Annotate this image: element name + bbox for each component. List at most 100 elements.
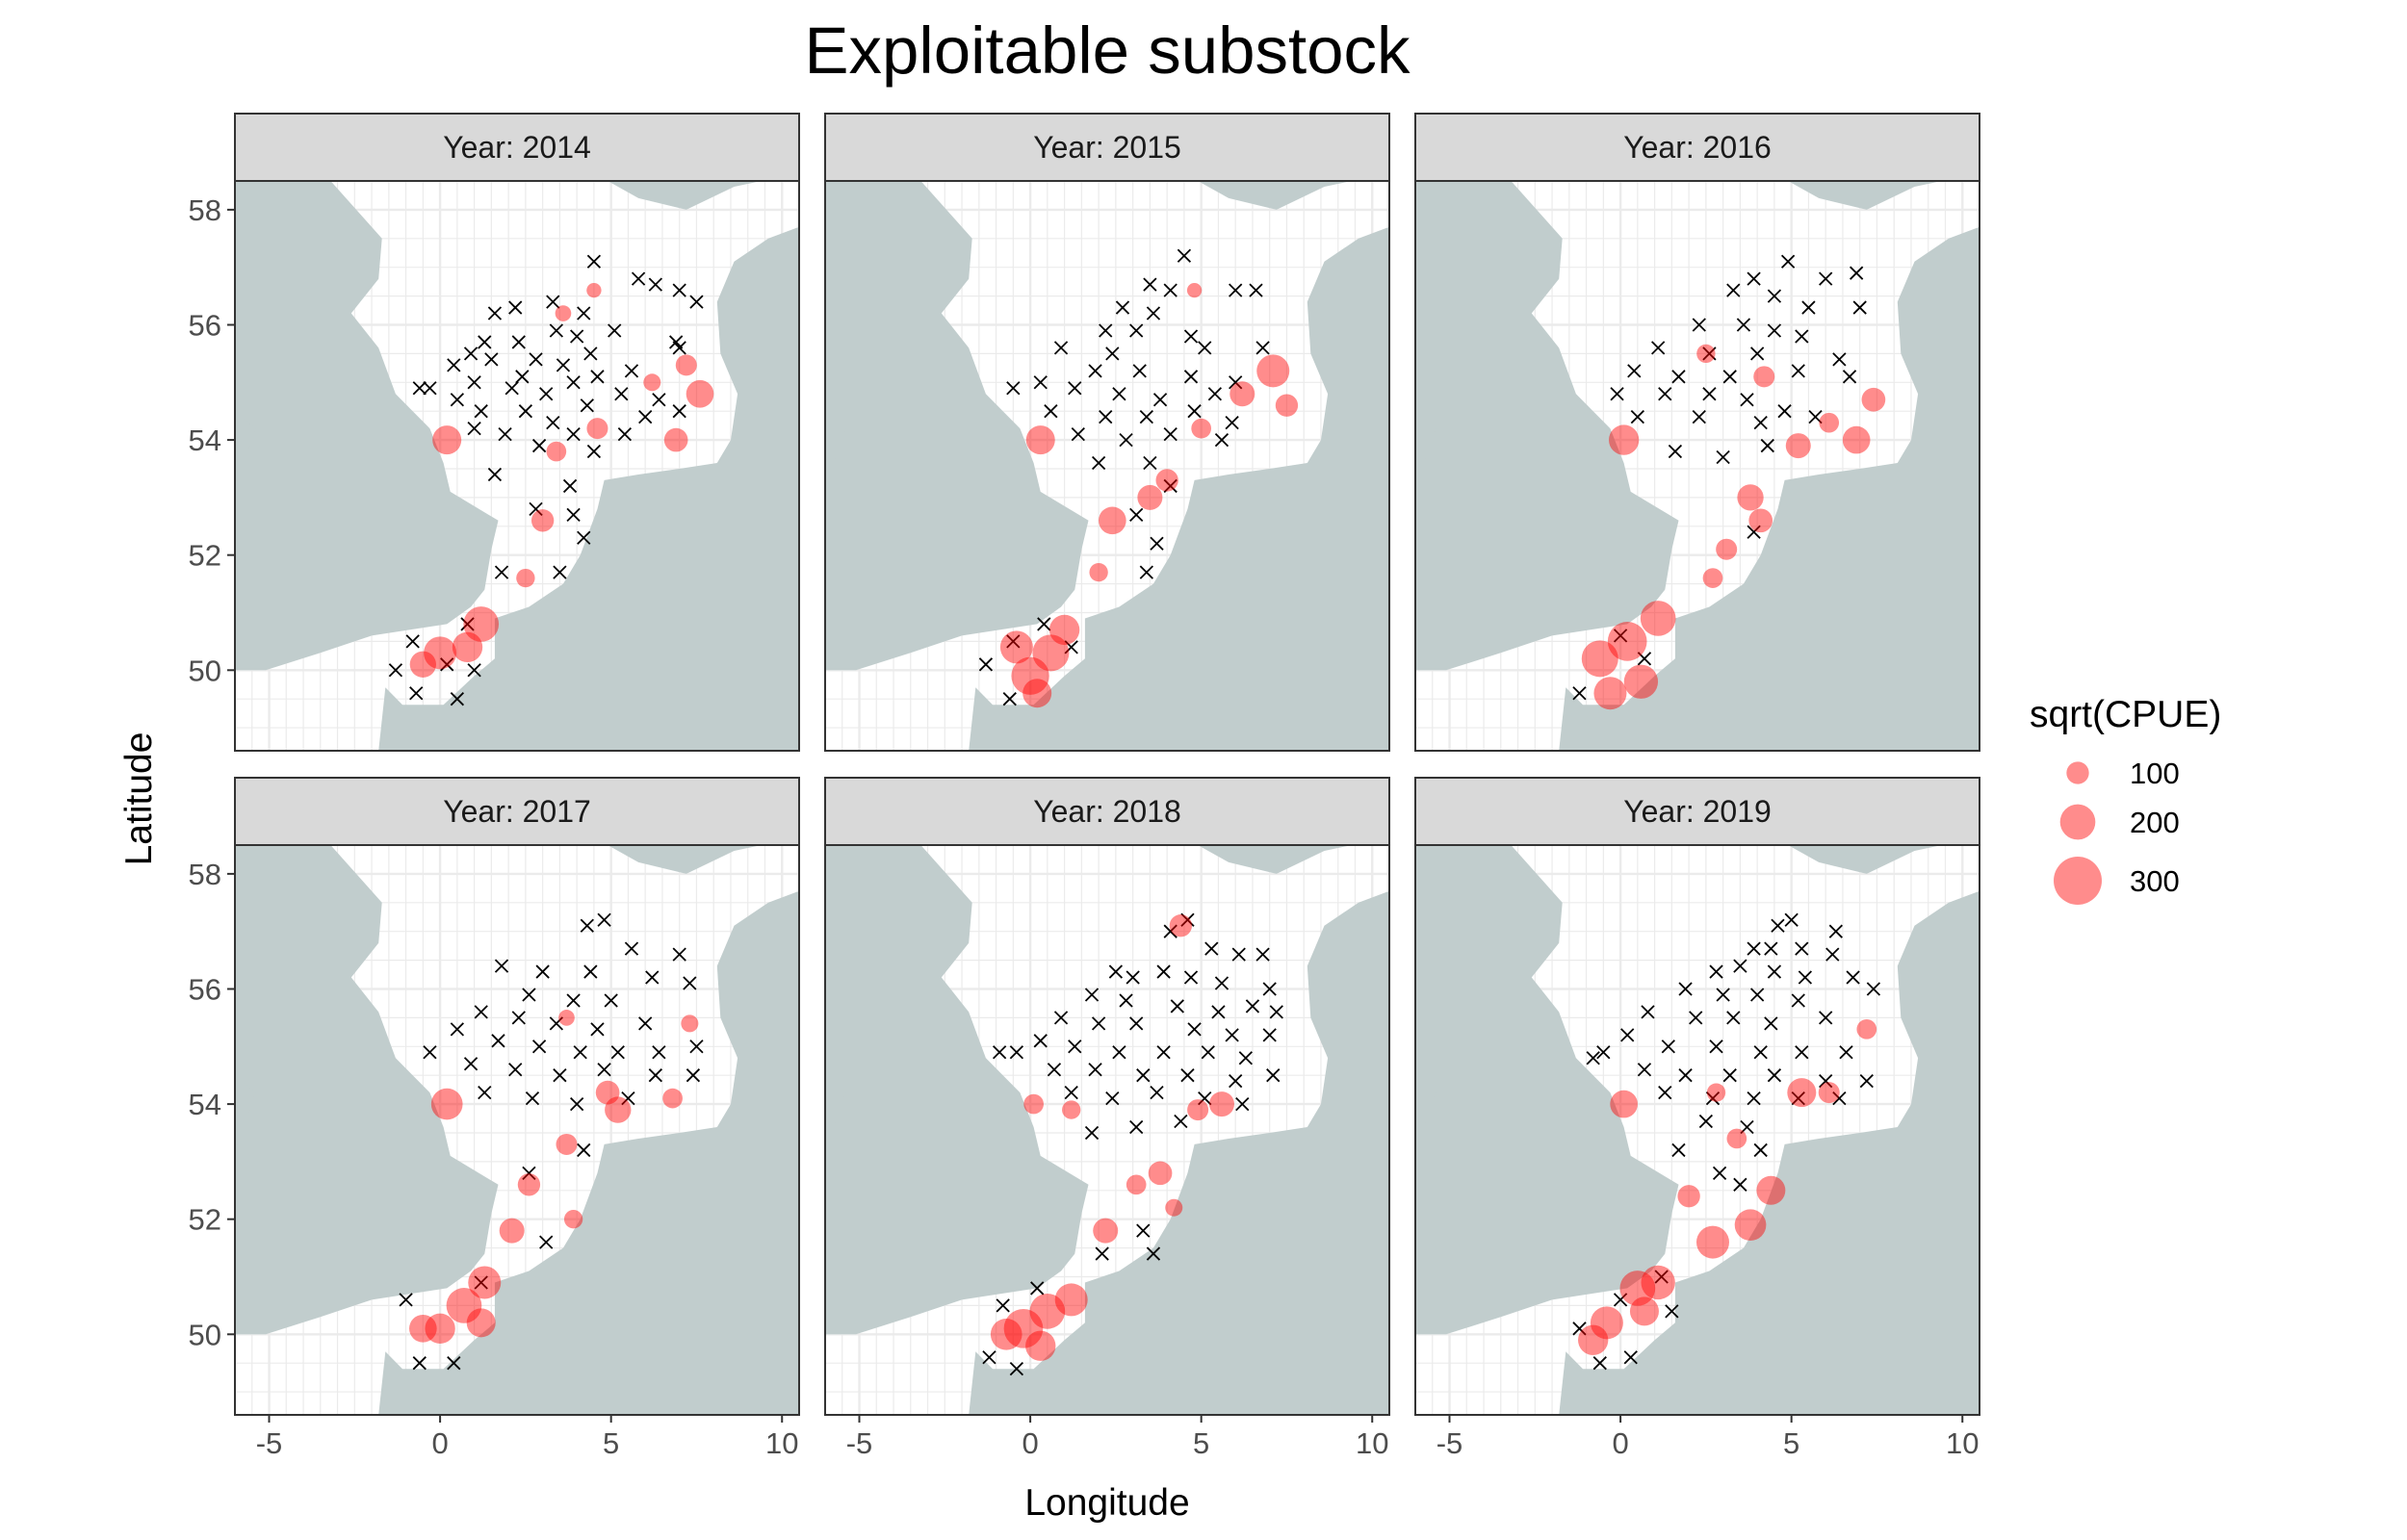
zero-catch-marker <box>467 421 481 436</box>
zero-catch-marker <box>1678 1068 1693 1083</box>
cpue-point <box>563 1210 583 1229</box>
zero-catch-marker <box>580 398 594 413</box>
facet-strip-label: Year: 2015 <box>1033 130 1181 165</box>
zero-catch-marker <box>1842 370 1857 384</box>
cpue-point <box>1191 418 1211 439</box>
panel-border <box>1414 180 1980 752</box>
cpue-point <box>409 651 437 678</box>
cpue-point <box>1641 1265 1675 1300</box>
zero-catch-marker <box>1832 1091 1847 1106</box>
zero-catch-marker <box>1654 1270 1669 1284</box>
continent-land <box>969 890 1389 1415</box>
y-tick-label: 56 <box>189 308 221 342</box>
zero-catch-marker <box>1183 970 1199 985</box>
zero-catch-marker <box>529 352 543 367</box>
zero-catch-marker <box>1129 323 1144 338</box>
zero-catch-marker <box>1623 1350 1638 1365</box>
zero-catch-marker <box>518 404 533 419</box>
zero-catch-marker <box>539 387 554 401</box>
zero-catch-marker <box>1572 686 1587 701</box>
cpue-point <box>425 1313 455 1344</box>
zero-catch-marker <box>405 634 420 649</box>
cpue-point <box>1608 424 1640 455</box>
zero-catch-marker <box>1009 1045 1024 1060</box>
zero-catch-marker <box>689 1040 704 1054</box>
zero-catch-marker <box>539 1235 554 1249</box>
zero-catch-marker <box>1146 306 1161 321</box>
zero-catch-marker <box>1795 329 1809 344</box>
zero-catch-marker <box>1692 318 1706 332</box>
zero-catch-marker <box>1180 1068 1195 1083</box>
zero-catch-marker <box>1798 970 1813 985</box>
cpue-point <box>446 1288 482 1323</box>
zero-catch-marker <box>1716 988 1730 1002</box>
continent-land <box>969 226 1389 751</box>
zero-catch-marker <box>597 1063 611 1077</box>
chart-title: Exploitable substock <box>804 13 1411 88</box>
zero-catch-marker <box>1627 364 1642 378</box>
zero-catch-marker <box>590 1022 605 1037</box>
legend-label: 200 <box>2130 806 2180 839</box>
zero-catch-marker <box>1651 341 1666 355</box>
cpue-point <box>1856 1019 1877 1040</box>
cpue-point <box>1126 1174 1147 1195</box>
x-tick-label: -5 <box>1436 1426 1463 1460</box>
y-tick-label: 54 <box>189 1088 221 1121</box>
britain-land <box>825 181 1089 671</box>
zero-catch-marker <box>1037 617 1051 631</box>
zero-catch-marker <box>1269 1005 1283 1019</box>
zero-catch-marker <box>1852 300 1867 315</box>
zero-catch-marker <box>1747 525 1761 539</box>
zero-catch-marker <box>1712 1166 1727 1180</box>
zero-catch-marker <box>1163 426 1178 442</box>
zero-catch-marker <box>648 1068 662 1083</box>
zero-catch-marker <box>1740 393 1754 407</box>
cpue-point <box>1098 506 1126 535</box>
x-tick-label: 0 <box>1612 1426 1628 1460</box>
zero-catch-marker <box>1187 404 1202 419</box>
y-tick-label: 58 <box>189 858 221 891</box>
ireland-land <box>1415 411 1436 486</box>
zero-catch-marker <box>577 1142 591 1158</box>
cpue-point <box>1756 1175 1786 1205</box>
zero-catch-marker <box>1791 993 1805 1008</box>
continent-land <box>378 226 799 751</box>
cpue-point <box>1619 1270 1656 1306</box>
zero-catch-marker <box>1753 1045 1768 1060</box>
zero-catch-marker <box>1808 410 1823 424</box>
zero-catch-marker <box>1767 964 1782 979</box>
zero-catch-marker <box>1596 1045 1611 1060</box>
zero-catch-marker <box>1170 999 1184 1014</box>
zero-catch-marker <box>1071 426 1085 442</box>
facet-strip <box>824 777 1390 846</box>
zero-catch-marker <box>1613 629 1628 643</box>
zero-catch-marker <box>1801 300 1816 315</box>
cpue-point <box>556 1133 578 1155</box>
zero-catch-marker <box>1064 640 1078 654</box>
x-tick-label: 5 <box>1783 1426 1799 1460</box>
zero-catch-marker <box>648 277 662 292</box>
norway-land <box>1198 845 1352 874</box>
zero-catch-marker <box>447 1356 461 1371</box>
zero-catch-marker <box>1262 982 1277 996</box>
zero-catch-marker <box>583 964 598 979</box>
zero-catch-marker <box>1702 387 1717 401</box>
cpue-point <box>1623 664 1659 699</box>
cpue-point <box>466 1308 496 1338</box>
facet-strip <box>824 113 1390 182</box>
zero-catch-marker <box>460 617 475 631</box>
cpue-point <box>1011 656 1049 695</box>
zero-catch-marker <box>645 970 660 985</box>
facet-panel-2015: Year: 2015 <box>824 113 1390 752</box>
facet-panel-2018: Year: 2018 -5 0 5 10 <box>824 777 1390 1460</box>
zero-catch-marker <box>1733 1177 1747 1192</box>
zero-catch-marker <box>1828 924 1843 938</box>
continent-land <box>1559 890 1980 1415</box>
cpue-point <box>999 630 1033 664</box>
zero-catch-marker <box>1866 982 1881 996</box>
zero-catch-marker <box>672 404 686 419</box>
zero-catch-marker <box>1819 271 1833 286</box>
cpue-point <box>1578 1324 1609 1355</box>
zero-catch-marker <box>1764 941 1778 956</box>
zero-catch-marker <box>1637 652 1652 666</box>
